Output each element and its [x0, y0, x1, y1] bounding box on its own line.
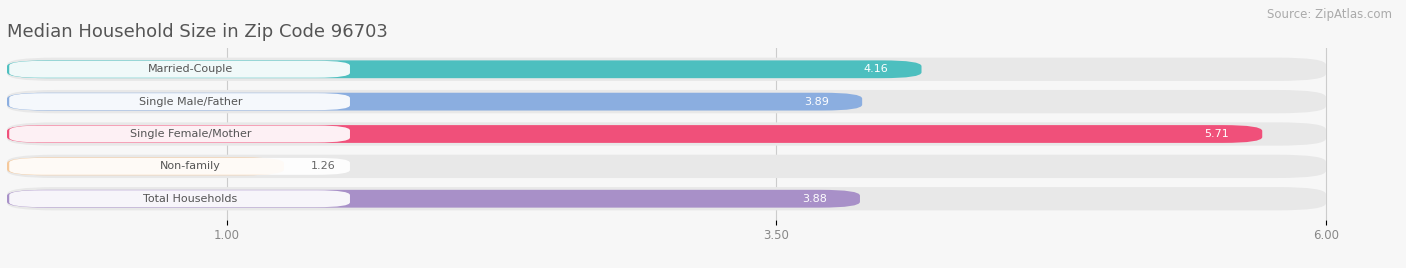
FancyBboxPatch shape [10, 61, 350, 78]
Text: 1.26: 1.26 [311, 161, 335, 171]
Text: 3.89: 3.89 [804, 97, 830, 107]
FancyBboxPatch shape [10, 93, 350, 110]
Text: Median Household Size in Zip Code 96703: Median Household Size in Zip Code 96703 [7, 23, 388, 41]
Text: Married-Couple: Married-Couple [148, 64, 233, 74]
Text: Single Male/Father: Single Male/Father [139, 97, 242, 107]
FancyBboxPatch shape [7, 155, 1326, 178]
FancyBboxPatch shape [7, 90, 1326, 113]
FancyBboxPatch shape [10, 190, 350, 207]
FancyBboxPatch shape [7, 187, 1326, 210]
FancyBboxPatch shape [7, 60, 921, 78]
FancyBboxPatch shape [7, 122, 1326, 146]
Text: 5.71: 5.71 [1205, 129, 1229, 139]
Text: 4.16: 4.16 [863, 64, 889, 74]
Text: 3.88: 3.88 [801, 194, 827, 204]
FancyBboxPatch shape [7, 190, 860, 208]
FancyBboxPatch shape [10, 125, 350, 143]
FancyBboxPatch shape [7, 58, 1326, 81]
FancyBboxPatch shape [7, 93, 862, 110]
Text: Single Female/Mother: Single Female/Mother [129, 129, 252, 139]
Text: Source: ZipAtlas.com: Source: ZipAtlas.com [1267, 8, 1392, 21]
FancyBboxPatch shape [7, 125, 1263, 143]
FancyBboxPatch shape [10, 158, 350, 175]
FancyBboxPatch shape [7, 158, 284, 175]
Text: Non-family: Non-family [160, 161, 221, 171]
Text: Total Households: Total Households [143, 194, 238, 204]
